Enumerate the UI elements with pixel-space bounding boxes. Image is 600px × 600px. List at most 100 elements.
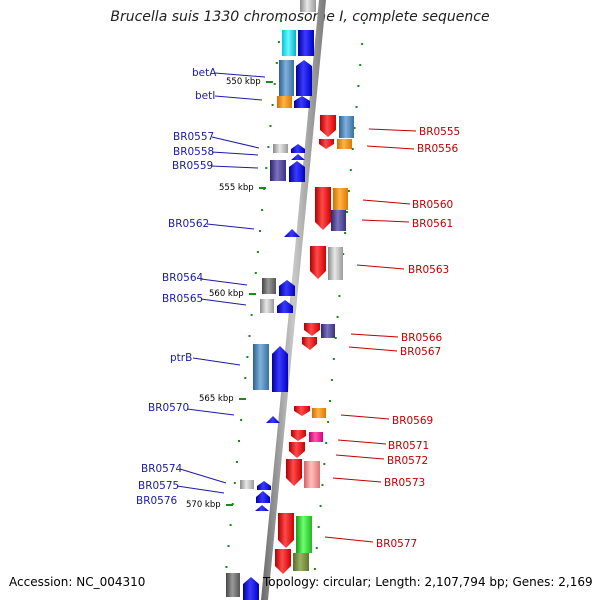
gene-label-text[interactable]: ptrB xyxy=(170,352,192,364)
gene-label-text[interactable]: BR0570 xyxy=(148,402,189,414)
gene-label-BR0569[interactable]: BR0569 xyxy=(340,414,433,427)
gene-BR0572-arrow xyxy=(289,442,305,458)
gene-label-text[interactable]: BR0559 xyxy=(172,160,213,172)
gene-label-BR0563[interactable]: BR0563 xyxy=(356,264,449,276)
gene-label-text[interactable]: BR0571 xyxy=(388,440,429,452)
gene-label-leader xyxy=(176,485,225,494)
gene-label-ptrB[interactable]: ptrB xyxy=(170,352,241,366)
tick-dot xyxy=(280,20,282,22)
tick-dot xyxy=(244,377,247,379)
gene-label-text[interactable]: BR0575 xyxy=(138,480,179,492)
gene-BR0556-arrow xyxy=(319,139,334,149)
gene-BR0575-arrow xyxy=(256,491,270,503)
gene-label-text[interactable]: betI xyxy=(195,90,215,102)
gene-label-BR0566[interactable]: BR0566 xyxy=(350,332,443,344)
tick-dot xyxy=(332,358,335,360)
gene-label-leader xyxy=(214,72,266,78)
gene-label-BR0570[interactable]: BR0570 xyxy=(148,402,235,416)
tick-dot xyxy=(315,547,318,549)
gene-label-text[interactable]: BR0564 xyxy=(162,272,204,284)
gene-label-BR0571[interactable]: BR0571 xyxy=(337,439,429,452)
gene-BR0569-block xyxy=(312,408,326,418)
gene-label-BR0572[interactable]: BR0572 xyxy=(335,454,428,467)
gene-label-BR0577[interactable]: BR0577 xyxy=(324,536,417,550)
gene-label-betA[interactable]: betA xyxy=(192,67,266,79)
gene-label-BR0575[interactable]: BR0575 xyxy=(138,480,225,494)
gene-label-BR0556[interactable]: BR0556 xyxy=(366,143,459,155)
gene-BR0564-block xyxy=(262,278,276,294)
gene-label-BR0562[interactable]: BR0562 xyxy=(168,218,255,230)
scale-label: 550 kbp xyxy=(226,77,261,87)
gene-label-leader xyxy=(211,151,259,156)
gene-label-text[interactable]: BR0557 xyxy=(173,131,214,143)
tick-dot xyxy=(327,421,330,423)
gene-BR0577-block xyxy=(296,516,312,553)
gene-BR0573-region xyxy=(286,459,320,488)
gene-BR0566-block xyxy=(321,324,335,338)
gene-BR0559-arrow xyxy=(289,161,305,182)
gene-label-BR0576[interactable]: BR0576 xyxy=(136,495,178,507)
gene-label-BR0560[interactable]: BR0560 xyxy=(362,199,453,211)
topology-text: Topology: circular; Length: 2,107,794 bp… xyxy=(263,575,593,589)
gene-label-text[interactable]: BR0576 xyxy=(136,495,178,507)
gene-label-text[interactable]: BR0555 xyxy=(419,126,460,138)
gene-label-text[interactable]: BR0561 xyxy=(412,218,453,230)
tick-dot xyxy=(248,335,251,337)
gene-label-text[interactable]: BR0560 xyxy=(412,199,453,211)
gene-BR0567-arrow xyxy=(302,337,317,350)
gene-label-BR0567[interactable]: BR0567 xyxy=(348,346,441,358)
gene-label-text[interactable]: BR0566 xyxy=(401,332,443,344)
gene-label-text[interactable]: BR0565 xyxy=(162,293,203,305)
tick-dot xyxy=(254,272,257,274)
gene-label-text[interactable]: BR0563 xyxy=(408,264,449,276)
gene-label-leader xyxy=(179,468,227,484)
tick-dot xyxy=(361,43,364,45)
gene-label-BR0573[interactable]: BR0573 xyxy=(332,477,425,489)
gene-label-leader xyxy=(356,264,405,270)
gene-label-leader xyxy=(200,278,248,286)
gene-label-text[interactable]: BR0574 xyxy=(141,463,183,475)
gene-betA-arrow xyxy=(296,60,312,96)
scale-marker-570: 570 kbp xyxy=(186,500,233,510)
gene-label-text[interactable]: BR0562 xyxy=(168,218,209,230)
gene-label-text[interactable]: BR0567 xyxy=(400,346,441,358)
gene-label-leader xyxy=(200,298,247,306)
gene-label-BR0558[interactable]: BR0558 xyxy=(173,146,259,158)
gene-label-text[interactable]: BR0573 xyxy=(384,477,425,489)
gene-label-text[interactable]: betA xyxy=(192,67,217,79)
gene-label-BR0557[interactable]: BR0557 xyxy=(173,131,260,149)
tick-dot xyxy=(313,568,316,570)
gene-label-BR0564[interactable]: BR0564 xyxy=(162,272,248,286)
gene-block-top xyxy=(300,0,316,12)
scale-tick xyxy=(266,81,273,83)
gene-BR0560-block xyxy=(333,188,348,210)
tick-dot xyxy=(246,356,249,358)
tick-dot xyxy=(259,230,261,232)
gene-label-BR0555[interactable]: BR0555 xyxy=(368,126,460,138)
tick-dot xyxy=(347,190,350,192)
scale-label: 555 kbp xyxy=(219,183,254,193)
tick-dot xyxy=(330,379,333,381)
gene-BR0577-region xyxy=(275,513,312,574)
gene-label-BR0561[interactable]: BR0561 xyxy=(361,218,453,230)
gene-label-text[interactable]: BR0558 xyxy=(173,146,214,158)
gene-label-BR0565[interactable]: BR0565 xyxy=(162,293,247,306)
gene-label-text[interactable]: BR0556 xyxy=(417,143,459,155)
gene-BR0569-arrow xyxy=(294,406,310,416)
tick-dot xyxy=(323,463,326,465)
tick-dot xyxy=(261,209,264,211)
gene-label-text[interactable]: BR0572 xyxy=(387,455,428,467)
gene-BR0574-block xyxy=(240,480,254,489)
scale-label: 560 kbp xyxy=(209,289,244,299)
gene-label-text[interactable]: BR0577 xyxy=(376,538,417,550)
gene-label-BR0574[interactable]: BR0574 xyxy=(141,463,227,484)
gene-label-betI[interactable]: betI xyxy=(195,90,263,102)
gene-label-leader xyxy=(210,165,259,169)
scale-marker-550: 550 kbp xyxy=(226,77,273,87)
gene-label-BR0559[interactable]: BR0559 xyxy=(172,160,259,172)
gene-label-text[interactable]: BR0569 xyxy=(392,415,433,427)
tick-dot xyxy=(344,232,347,234)
scale-marker-560: 560 kbp xyxy=(209,289,256,299)
gene-label-leader xyxy=(362,199,411,205)
